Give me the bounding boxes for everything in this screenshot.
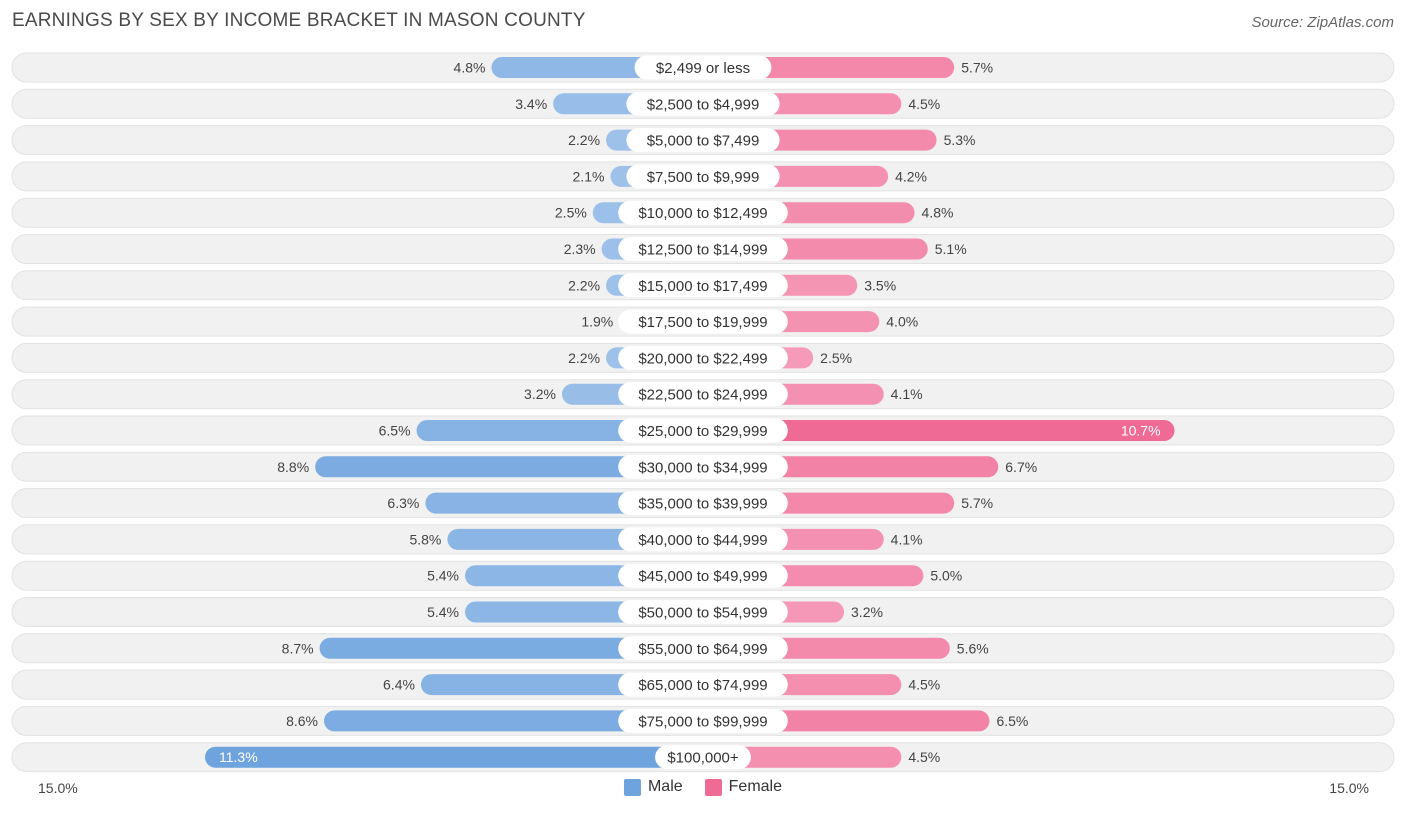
male-value-label: 4.8% [454, 60, 486, 76]
female-value-label: 4.5% [908, 677, 940, 693]
diverging-bar-chart: 4.8% 5.7% $2,499 or less 3.4% 4.5% $2,500 to … [11, 52, 1395, 773]
male-value-label: 11.3% [219, 749, 258, 765]
category-label: $5,000 to $7,499 [647, 133, 760, 150]
male-value-label: 8.8% [277, 459, 309, 475]
female-value-label: 5.3% [944, 132, 976, 148]
category-label: $15,000 to $17,499 [638, 278, 767, 295]
category-label-pill [618, 636, 788, 661]
category-label-pill [655, 745, 751, 770]
category-label: $22,500 to $24,999 [638, 387, 767, 404]
female-value-label: 5.1% [935, 241, 967, 257]
category-label-pill [618, 491, 788, 516]
male-value-label: 5.4% [427, 604, 459, 620]
male-bar [319, 637, 703, 659]
female-value-label: 5.7% [961, 60, 993, 76]
category-label: $17,500 to $19,999 [638, 314, 767, 331]
female-bar [703, 746, 902, 768]
female-value-label: 3.2% [851, 604, 883, 620]
chart-title: EARNINGS BY SEX BY INCOME BRACKET IN MAS… [12, 10, 586, 31]
female-value-label: 4.1% [891, 386, 923, 402]
legend-male-label: Male [647, 778, 683, 795]
female-value-label: 3.5% [864, 277, 896, 293]
legend-item-male[interactable]: Male [623, 778, 683, 796]
axis-left-label: 15.0% [38, 780, 78, 796]
male-swatch-icon [623, 778, 641, 796]
female-value-label: 6.5% [996, 713, 1028, 729]
category-label: $50,000 to $54,999 [638, 605, 767, 622]
category-label: $7,500 to $9,999 [647, 169, 760, 186]
axis-right-label: 15.0% [1329, 780, 1369, 796]
male-value-label: 2.5% [555, 205, 587, 221]
category-label: $35,000 to $39,999 [638, 496, 767, 513]
category-label-pill [618, 273, 788, 298]
legend: Male Female [0, 778, 1406, 796]
female-value-label: 5.0% [930, 568, 962, 584]
female-value-label: 4.2% [895, 168, 927, 184]
male-bar [205, 746, 703, 768]
male-value-label: 1.9% [581, 314, 613, 330]
category-label-pill [618, 454, 788, 479]
category-label-pill [618, 708, 788, 733]
male-value-label: 3.2% [524, 386, 556, 402]
male-value-label: 2.2% [568, 132, 600, 148]
category-label-pill [618, 382, 788, 407]
category-label-pill [618, 672, 788, 697]
male-value-label: 2.3% [564, 241, 596, 257]
legend-female-label: Female [728, 778, 783, 795]
female-value-label: 4.5% [908, 749, 940, 765]
male-value-label: 8.7% [282, 640, 314, 656]
male-value-label: 5.8% [409, 531, 441, 547]
male-value-label: 2.1% [573, 168, 605, 184]
male-bar [323, 710, 703, 732]
male-bar [315, 456, 703, 478]
female-value-label: 5.6% [957, 640, 989, 656]
female-value-label: 4.5% [908, 96, 940, 112]
female-value-label: 4.8% [922, 205, 954, 221]
female-value-label: 6.7% [1005, 459, 1037, 475]
category-label: $2,500 to $4,999 [647, 96, 760, 113]
category-label-pill [626, 164, 780, 189]
male-value-label: 6.5% [379, 423, 411, 439]
male-value-label: 3.4% [515, 96, 547, 112]
category-label-pill [618, 563, 788, 588]
category-label-pill [618, 418, 788, 443]
male-value-label: 6.4% [383, 677, 415, 693]
female-value-label: 4.0% [886, 314, 918, 330]
category-label: $100,000+ [667, 750, 739, 767]
category-label-pill [618, 237, 788, 261]
category-label: $2,499 or less [656, 60, 750, 77]
source-credit: Source: ZipAtlas.com [1251, 14, 1394, 31]
category-label: $25,000 to $29,999 [638, 423, 767, 440]
male-value-label: 2.2% [568, 277, 600, 293]
category-label-pill [618, 200, 788, 225]
category-label: $30,000 to $34,999 [638, 459, 767, 476]
female-value-label: 5.7% [961, 495, 993, 511]
category-label-pill [618, 527, 788, 552]
category-label: $55,000 to $64,999 [638, 641, 767, 658]
category-label: $65,000 to $74,999 [638, 677, 767, 694]
category-label: $75,000 to $99,999 [638, 713, 767, 730]
category-label: $10,000 to $12,499 [638, 205, 767, 222]
category-label-pill [626, 128, 780, 153]
female-bar [703, 420, 1175, 441]
category-label: $12,500 to $14,999 [638, 242, 767, 259]
category-label-pill [618, 600, 788, 624]
category-label-pill [618, 309, 788, 334]
female-value-label: 4.1% [891, 531, 923, 547]
male-value-label: 5.4% [427, 568, 459, 584]
male-value-label: 6.3% [387, 495, 419, 511]
female-value-label: 10.7% [1121, 423, 1161, 439]
category-label: $40,000 to $44,999 [638, 532, 767, 549]
male-value-label: 8.6% [286, 713, 318, 729]
category-label: $45,000 to $49,999 [638, 568, 767, 585]
category-label-pill [634, 55, 772, 80]
category-label-pill [626, 91, 780, 116]
category-label-pill [618, 345, 788, 370]
category-label: $20,000 to $22,499 [638, 350, 767, 367]
female-swatch-icon [704, 778, 722, 796]
legend-item-female[interactable]: Female [704, 778, 783, 796]
female-value-label: 2.5% [820, 350, 852, 366]
male-value-label: 2.2% [568, 350, 600, 366]
